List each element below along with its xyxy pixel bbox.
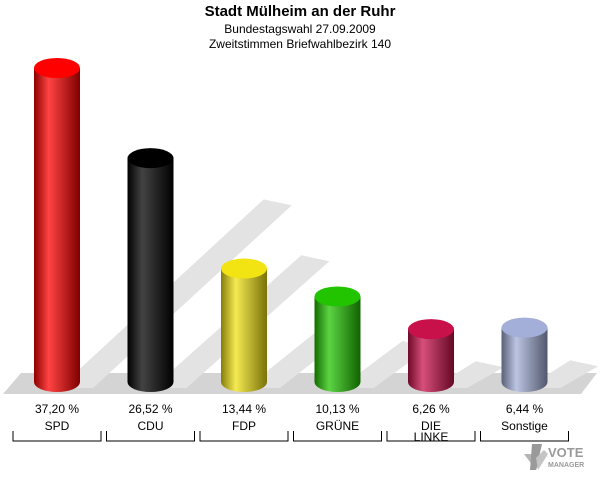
bar-top-fdp [221,258,267,279]
chart-title: Stadt Mülheim an der Ruhr [204,3,396,20]
logo-text-vote: VOTE [548,445,584,460]
bar-gruene [314,286,361,392]
category-label-cdu: CDU [138,419,164,433]
category-bracket-gruene [293,431,382,442]
category-label-sonstige: Sonstige [501,419,548,433]
bar-body-fdp [221,268,267,392]
vote-manager-logo: VOTE MANAGER [524,444,584,470]
value-label-gruene: 10,13 % [315,402,359,416]
bar-top-spd [34,58,80,78]
bar-sonstige [501,317,548,392]
bar-body-sonstige [501,327,548,392]
value-label-die-linke: 6,26 % [412,402,450,416]
bar-body-cdu [127,158,174,392]
value-label-cdu: 26,52 % [128,402,172,416]
bar-body-die-linke [408,329,454,392]
bar-top-cdu [127,148,174,169]
bar-top-die-linke [408,319,454,340]
category-bracket-spd [12,431,102,442]
category-label-fdp: FDP [232,419,256,433]
category-label-spd: SPD [45,419,70,433]
value-label-fdp: 13,44 % [222,402,266,416]
bar-body-gruene [314,296,361,392]
bar-fdp [221,258,267,392]
chart-subtitle-election: Bundestagswahl 27.09.2009 [224,22,376,36]
category-label-gruene: GRÜNE [316,419,359,433]
bar-shadow-gruene [339,340,431,388]
bar-spd [34,58,80,392]
category-bracket-cdu [106,431,195,442]
bar-die-linke [408,319,454,392]
category-bracket-die-linke [386,431,476,442]
bars-layer [34,58,548,392]
category-bracket-sonstige [480,431,569,442]
bar-shadow-spd [59,199,292,388]
value-label-sonstige: 6,44 % [506,402,544,416]
vote-manager-logo-mark [524,444,548,470]
bar-body-spd [34,68,80,392]
category-label-die-linke-1: DIE [421,419,441,433]
value-label-spd: 37,20 % [35,402,79,416]
category-label-die-linke-2: LINKE [414,430,449,444]
bar-top-gruene [314,286,361,307]
bar-cdu [127,148,174,392]
category-bracket-fdp [199,431,289,442]
chart-subtitle-district: Zweitstimmen Briefwahlbezirk 140 [208,37,392,51]
logo-text-manager: MANAGER [548,462,584,469]
bar-top-sonstige [501,317,548,338]
